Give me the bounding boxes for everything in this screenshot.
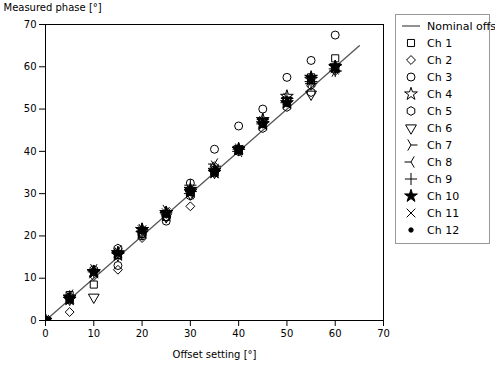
svg-text:20: 20 (136, 328, 149, 339)
svg-text:Nominal offset: Nominal offset (427, 20, 495, 33)
svg-text:30: 30 (24, 188, 37, 199)
svg-text:40: 40 (24, 146, 37, 157)
svg-text:60: 60 (329, 328, 342, 339)
svg-text:Ch 10: Ch 10 (427, 190, 459, 203)
svg-text:40: 40 (232, 328, 245, 339)
svg-text:Ch 1: Ch 1 (427, 37, 452, 50)
svg-text:60: 60 (24, 61, 37, 72)
svg-text:50: 50 (24, 103, 37, 114)
svg-text:Ch 4: Ch 4 (427, 88, 452, 101)
svg-text:50: 50 (281, 328, 294, 339)
svg-text:Ch 2: Ch 2 (427, 54, 452, 67)
svg-text:10: 10 (24, 272, 37, 283)
svg-text:Ch 9: Ch 9 (427, 173, 452, 186)
svg-text:0: 0 (42, 328, 48, 339)
svg-text:Offset setting [°]: Offset setting [°] (173, 349, 257, 360)
svg-text:Measured phase [°]: Measured phase [°] (4, 2, 102, 13)
svg-text:Ch 8: Ch 8 (427, 156, 452, 169)
svg-text:Ch 7: Ch 7 (427, 139, 452, 152)
svg-text:20: 20 (24, 230, 37, 241)
svg-text:0: 0 (30, 315, 36, 326)
svg-text:Ch 3: Ch 3 (427, 71, 452, 84)
svg-text:70: 70 (377, 328, 390, 339)
svg-text:70: 70 (24, 19, 37, 30)
svg-text:Ch 6: Ch 6 (427, 122, 452, 135)
svg-text:Ch 11: Ch 11 (427, 207, 459, 220)
svg-text:30: 30 (184, 328, 197, 339)
svg-text:Ch 5: Ch 5 (427, 105, 452, 118)
svg-text:Ch 12: Ch 12 (427, 224, 459, 237)
svg-text:10: 10 (87, 328, 100, 339)
